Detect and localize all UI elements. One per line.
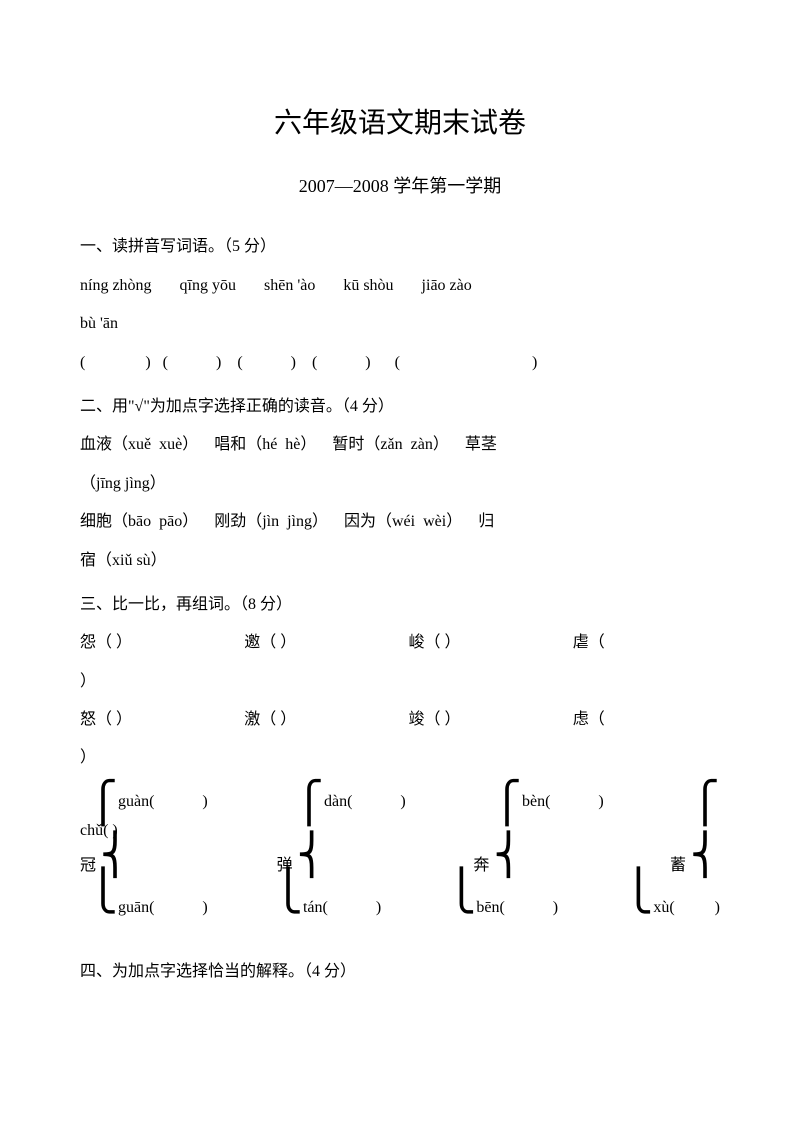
g3-bot: ⎩bēn( )	[446, 881, 558, 923]
q4-heading: 四、为加点字选择恰当的解释。（4 分）	[80, 953, 720, 991]
g1-top: ⎧guàn( )	[80, 788, 208, 817]
q3-row1-tail: ）	[80, 663, 720, 701]
g3-top: ⎧bèn( )	[492, 788, 604, 817]
g4-char: 蓄 ⎨	[670, 845, 720, 881]
q3-row2: 怒（ ） 激（ ） 竣（ ） 虑（	[80, 701, 720, 739]
q2-line2b: 宿（xiǔ sù）	[80, 542, 720, 580]
page-subtitle: 2007—2008 学年第一学期	[80, 165, 720, 208]
q1-p1: níng zhòng	[80, 267, 152, 305]
g4-top: ⎧	[690, 788, 720, 817]
g4-top-prefix: chǔ( )	[80, 817, 720, 846]
q1-p2: qīng yōu	[180, 267, 236, 305]
q3-r1-c: 峻（ ）	[409, 624, 556, 662]
g1-bot: ⎩guān( )	[80, 881, 208, 923]
q2-line1: 血液（xuě xuè） 唱和（hé hè） 暂时（zǎn zàn） 草茎	[80, 426, 720, 464]
q1-pinyin-line2: bù 'ān	[80, 305, 720, 343]
q3-heading: 三、比一比，再组词。（8 分）	[80, 586, 720, 624]
q1-p3: shēn 'ào	[264, 267, 315, 305]
g2-top: ⎧dàn( )	[294, 788, 406, 817]
q3-r1-b: 邀（ ）	[244, 624, 391, 662]
page-title: 六年级语文期末试卷	[80, 90, 720, 157]
q1-p5: jiāo zào	[422, 267, 472, 305]
g4-bot: ⎩xù( )	[623, 881, 720, 923]
g2-bot: ⎩tán( )	[273, 881, 381, 923]
q1-pinyin-row: níng zhòng qīng yōu shēn 'ào kū shòu jiā…	[80, 267, 720, 305]
q2-heading: 二、用"√"为加点字选择正确的读音。（4 分）	[80, 388, 720, 426]
q2-line2: 细胞（bāo pāo） 刚劲（jìn jìng） 因为（wéi wèi） 归	[80, 503, 720, 541]
g3-char: 奔 ⎨	[473, 845, 523, 881]
q2-line1b: （jīng jìng）	[80, 465, 720, 503]
q3-r2-a: 怒（ ）	[80, 701, 227, 739]
q3-row1: 怨（ ） 邀（ ） 峻（ ） 虐（	[80, 624, 720, 662]
q3-r1-d: 虐（	[573, 624, 720, 662]
q1-paren-row: ( ) ( ) ( ) ( ) ( )	[80, 344, 720, 382]
q3-row2-tail: ）	[80, 739, 720, 777]
q1-heading: 一、读拼音写词语。（5 分）	[80, 228, 720, 266]
q3-r2-d: 虑（	[573, 701, 720, 739]
q3-r2-b: 激（ ）	[244, 701, 391, 739]
q3-r2-c: 竣（ ）	[409, 701, 556, 739]
q3-r1-a: 怨（ ）	[80, 624, 227, 662]
q1-p4: kū shòu	[343, 267, 393, 305]
